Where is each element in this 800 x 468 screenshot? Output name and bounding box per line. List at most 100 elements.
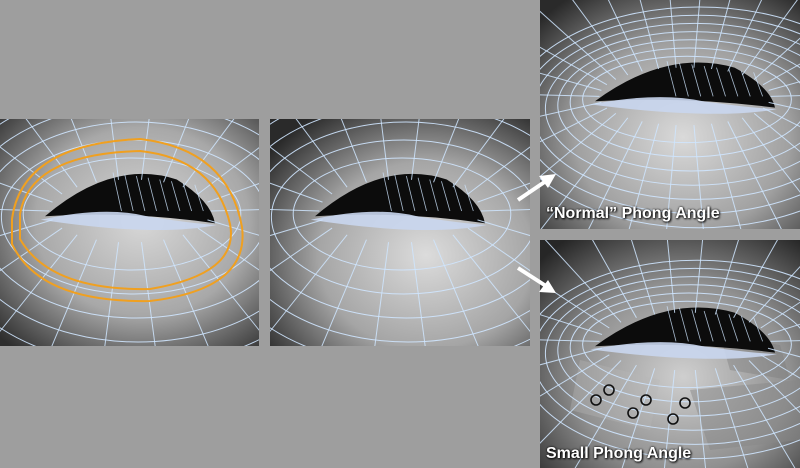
edge-spoke (270, 219, 323, 237)
edge-spoke (540, 360, 622, 444)
inner-edge (678, 307, 689, 342)
circle-marker-icon (679, 397, 691, 409)
inner-edge (429, 179, 439, 212)
edge-loop (544, 31, 800, 186)
edge-spoke (753, 37, 800, 80)
eye-mesh-small-phong (540, 240, 800, 468)
inner-edge (452, 182, 463, 212)
edge-spoke (669, 0, 677, 68)
edge-spoke (467, 227, 530, 272)
edge-spoke (733, 240, 779, 318)
selection-loop (11, 137, 244, 303)
edge-spoke (710, 123, 742, 229)
edge-spoke (270, 234, 348, 333)
edge-spoke (540, 347, 603, 366)
edge-spoke (380, 119, 390, 180)
edge-spoke (433, 119, 460, 183)
inner-edge (740, 70, 751, 97)
edge-loop (270, 121, 530, 319)
panel-small-phong: Small Phong Angle (540, 240, 800, 468)
edge-spoke (207, 219, 259, 236)
edge-spoke (374, 242, 390, 346)
caption-normal-phong: “Normal” Phong Angle (546, 205, 720, 222)
edge-spoke (163, 119, 190, 183)
inner-edge (703, 310, 714, 342)
lower-lid (310, 211, 487, 231)
circle-marker-icon (640, 394, 652, 406)
inner-edge (691, 64, 702, 97)
inner-edge (716, 312, 726, 342)
edge-spoke (639, 0, 660, 70)
edge-loop (0, 121, 259, 319)
edge-loop (582, 300, 792, 389)
edge-loop (22, 157, 242, 271)
edge-spoke (540, 101, 602, 117)
edge-spoke (340, 119, 367, 183)
edge-spoke (693, 0, 701, 68)
inner-edge (147, 177, 157, 212)
inner-edge (124, 174, 134, 212)
edge-spoke (480, 209, 530, 212)
circle-marker-icon (603, 384, 615, 396)
inner-edge (753, 317, 763, 342)
edge-spoke (694, 369, 707, 468)
eye-mesh-selection (0, 119, 259, 346)
edge-spoke (544, 240, 622, 323)
inner-edge (703, 65, 714, 97)
arrow-up-right-icon (516, 174, 556, 202)
inner-edge (405, 175, 416, 212)
edge-loop (569, 47, 800, 158)
circle-marker-icon (627, 407, 639, 419)
edge-spoke (710, 0, 731, 70)
edge-spoke (163, 239, 209, 346)
edge-spoke (741, 117, 800, 193)
inner-edge (691, 309, 702, 342)
edge-spoke (540, 314, 603, 335)
inner-edge (716, 67, 726, 97)
edge-spoke (540, 117, 629, 229)
edge-spoke (540, 282, 610, 329)
lower-lid (590, 97, 777, 114)
edge-loop (540, 22, 800, 200)
circle-marker-icon (590, 394, 602, 406)
inner-edge (112, 172, 122, 212)
edge-spoke (197, 147, 259, 195)
edge-spoke (748, 265, 800, 323)
edge-loop (544, 276, 800, 431)
lower-lid (40, 211, 217, 231)
inner-edge (394, 174, 404, 212)
inner-edge (740, 315, 751, 342)
edge-spoke (760, 354, 800, 379)
edge-spoke (0, 234, 78, 333)
edge-loop (0, 119, 259, 343)
edge-spoke (666, 240, 676, 313)
inner-edge (666, 61, 677, 97)
edge-loop (582, 55, 792, 144)
edge-spoke (321, 239, 367, 346)
edge-spoke (140, 242, 156, 346)
edge-spoke (591, 240, 637, 318)
edge-loop (540, 259, 800, 460)
edge-spoke (540, 94, 600, 97)
edge-spoke (270, 209, 320, 212)
edge-spoke (663, 369, 676, 468)
edge-spoke (182, 119, 235, 188)
edge-spoke (210, 209, 259, 212)
panel-smoothed (270, 119, 530, 346)
edge-spoke (540, 107, 608, 143)
lower-lid (590, 342, 777, 359)
edge-spoke (477, 219, 530, 237)
edge-spoke (540, 339, 600, 342)
edge-spoke (540, 46, 608, 86)
eye-mesh-normal-phong (540, 0, 800, 229)
edge-loop (270, 139, 530, 295)
edge-spoke (714, 368, 749, 468)
edge-spoke (727, 0, 763, 72)
edge-spoke (25, 119, 78, 188)
panel-normal-phong: “Normal” Phong Angle (540, 0, 800, 229)
edge-spoke (295, 119, 348, 188)
inner-edge (753, 72, 763, 97)
inner-edge (728, 314, 739, 342)
edge-spoke (410, 242, 426, 346)
inner-edge (194, 184, 204, 212)
